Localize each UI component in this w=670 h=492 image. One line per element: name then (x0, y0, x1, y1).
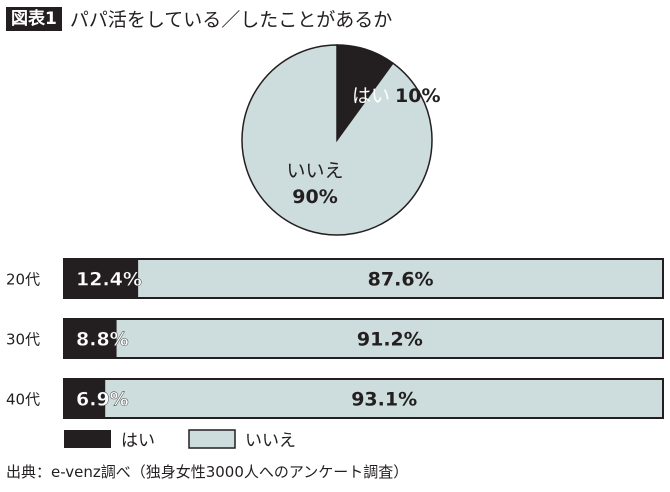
title-text: パパ活をしている／したことがあるか (69, 9, 393, 31)
category-label: 20代 (6, 271, 40, 289)
bar-no (138, 259, 663, 298)
bar-no (116, 319, 664, 358)
bar-outline (63, 318, 664, 359)
pie-label-no: いいえ (286, 160, 343, 182)
pie-value-yes: 10% (395, 85, 440, 107)
figure-badge: 図表1 (6, 6, 62, 31)
source-note: 出典：e-venz調べ（独身女性3000人へのアンケート調査） (6, 463, 409, 481)
bar-label-yes: 8.8% (76, 329, 129, 351)
pie-slice-no (241, 44, 433, 236)
category-label: 30代 (6, 331, 40, 349)
bar-label-yes: 12.4% (76, 269, 142, 291)
bar-outline (63, 258, 664, 299)
bar-yes (64, 319, 117, 358)
bar-label-no: 91.2% (357, 329, 423, 351)
pie-label-yes: はい (352, 85, 390, 107)
bar-outline (63, 378, 664, 419)
bar-yes (64, 259, 139, 298)
legend-swatch-yes (64, 430, 111, 448)
legend-label-yes: はい (121, 431, 155, 451)
chart-title: 図表1 パパ活をしている／したことがあるか (6, 5, 392, 32)
legend-swatch-no (188, 429, 236, 449)
bar-label-no: 87.6% (368, 269, 434, 291)
legend-label-no: いいえ (245, 431, 296, 451)
bar-label-no: 93.1% (351, 389, 417, 411)
bar-no (105, 379, 664, 418)
bar-yes (64, 379, 106, 418)
bar-label-yes: 6.9% (76, 389, 129, 411)
pie-value-no: 90% (292, 186, 337, 208)
category-label: 40代 (6, 391, 40, 409)
